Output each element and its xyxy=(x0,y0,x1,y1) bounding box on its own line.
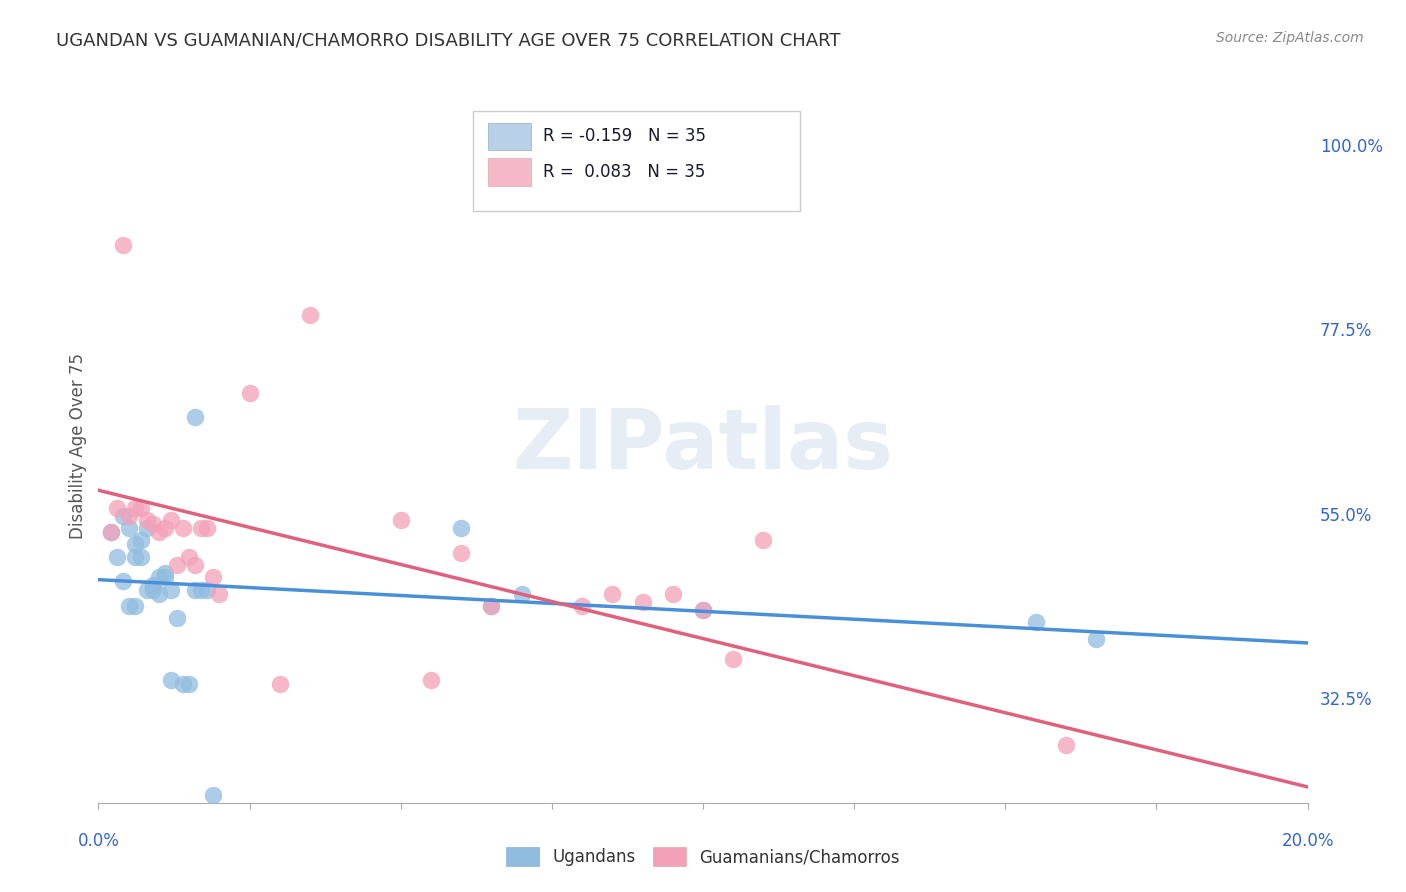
Point xyxy=(1085,632,1108,646)
Point xyxy=(166,558,188,572)
Point xyxy=(160,513,183,527)
Legend: Ugandans, Guamanians/Chamorros: Ugandans, Guamanians/Chamorros xyxy=(499,840,907,873)
Point xyxy=(111,238,134,252)
Point xyxy=(118,508,141,523)
FancyBboxPatch shape xyxy=(488,159,531,186)
Point xyxy=(124,599,146,613)
Point xyxy=(510,587,533,601)
Point xyxy=(1115,832,1137,847)
Text: ZIPatlas: ZIPatlas xyxy=(513,406,893,486)
Point xyxy=(1024,615,1046,630)
Point xyxy=(190,582,212,597)
Point xyxy=(124,549,146,564)
Text: R = -0.159   N = 35: R = -0.159 N = 35 xyxy=(543,128,706,145)
Point xyxy=(1054,739,1077,753)
FancyBboxPatch shape xyxy=(474,111,800,211)
Point xyxy=(631,595,654,609)
Point xyxy=(571,599,593,613)
Point xyxy=(153,566,176,581)
Point xyxy=(100,525,122,540)
Point xyxy=(752,533,775,548)
Point xyxy=(135,513,157,527)
Point xyxy=(153,570,176,584)
Point xyxy=(148,570,170,584)
Point xyxy=(184,582,207,597)
Point xyxy=(172,677,194,691)
Point xyxy=(129,500,152,515)
Point xyxy=(299,308,322,322)
Point xyxy=(111,574,134,589)
Point xyxy=(148,587,170,601)
Point xyxy=(172,521,194,535)
Point xyxy=(129,533,152,548)
FancyBboxPatch shape xyxy=(488,123,531,150)
Point xyxy=(661,587,683,601)
Point xyxy=(184,558,207,572)
Point xyxy=(602,587,624,601)
Point xyxy=(129,549,152,564)
Text: 77.5%: 77.5% xyxy=(1320,322,1372,340)
Point xyxy=(105,549,128,564)
Point xyxy=(202,570,225,584)
Point xyxy=(135,582,157,597)
Point xyxy=(142,516,165,531)
Point xyxy=(135,521,157,535)
Point xyxy=(269,677,291,691)
Point xyxy=(692,603,714,617)
Point xyxy=(160,673,183,687)
Point xyxy=(179,677,201,691)
Point xyxy=(118,599,141,613)
Text: 55.0%: 55.0% xyxy=(1320,507,1372,524)
Point xyxy=(124,537,146,551)
Text: 100.0%: 100.0% xyxy=(1320,137,1382,155)
Point xyxy=(450,546,472,560)
Point xyxy=(450,521,472,535)
Point xyxy=(239,385,262,400)
Point xyxy=(142,578,165,592)
Point xyxy=(692,603,714,617)
Point xyxy=(420,673,443,687)
Point xyxy=(160,582,183,597)
Text: 32.5%: 32.5% xyxy=(1320,691,1372,709)
Point xyxy=(723,652,745,666)
Point xyxy=(481,599,503,613)
Point xyxy=(166,611,188,625)
Point xyxy=(100,525,122,540)
Point xyxy=(481,599,503,613)
Text: 0.0%: 0.0% xyxy=(77,831,120,849)
Point xyxy=(202,788,225,802)
Point xyxy=(208,587,231,601)
Y-axis label: Disability Age Over 75: Disability Age Over 75 xyxy=(69,353,87,539)
Point xyxy=(148,525,170,540)
Text: UGANDAN VS GUAMANIAN/CHAMORRO DISABILITY AGE OVER 75 CORRELATION CHART: UGANDAN VS GUAMANIAN/CHAMORRO DISABILITY… xyxy=(56,31,841,49)
Point xyxy=(179,549,201,564)
Point xyxy=(142,582,165,597)
Point xyxy=(111,508,134,523)
Point xyxy=(124,500,146,515)
Point xyxy=(153,521,176,535)
Text: Source: ZipAtlas.com: Source: ZipAtlas.com xyxy=(1216,31,1364,45)
Point xyxy=(190,521,212,535)
Text: R =  0.083   N = 35: R = 0.083 N = 35 xyxy=(543,163,706,181)
Point xyxy=(195,521,218,535)
Point xyxy=(389,513,412,527)
Text: 20.0%: 20.0% xyxy=(1281,831,1334,849)
Point xyxy=(184,410,207,425)
Point xyxy=(195,582,218,597)
Point xyxy=(118,521,141,535)
Point xyxy=(105,500,128,515)
